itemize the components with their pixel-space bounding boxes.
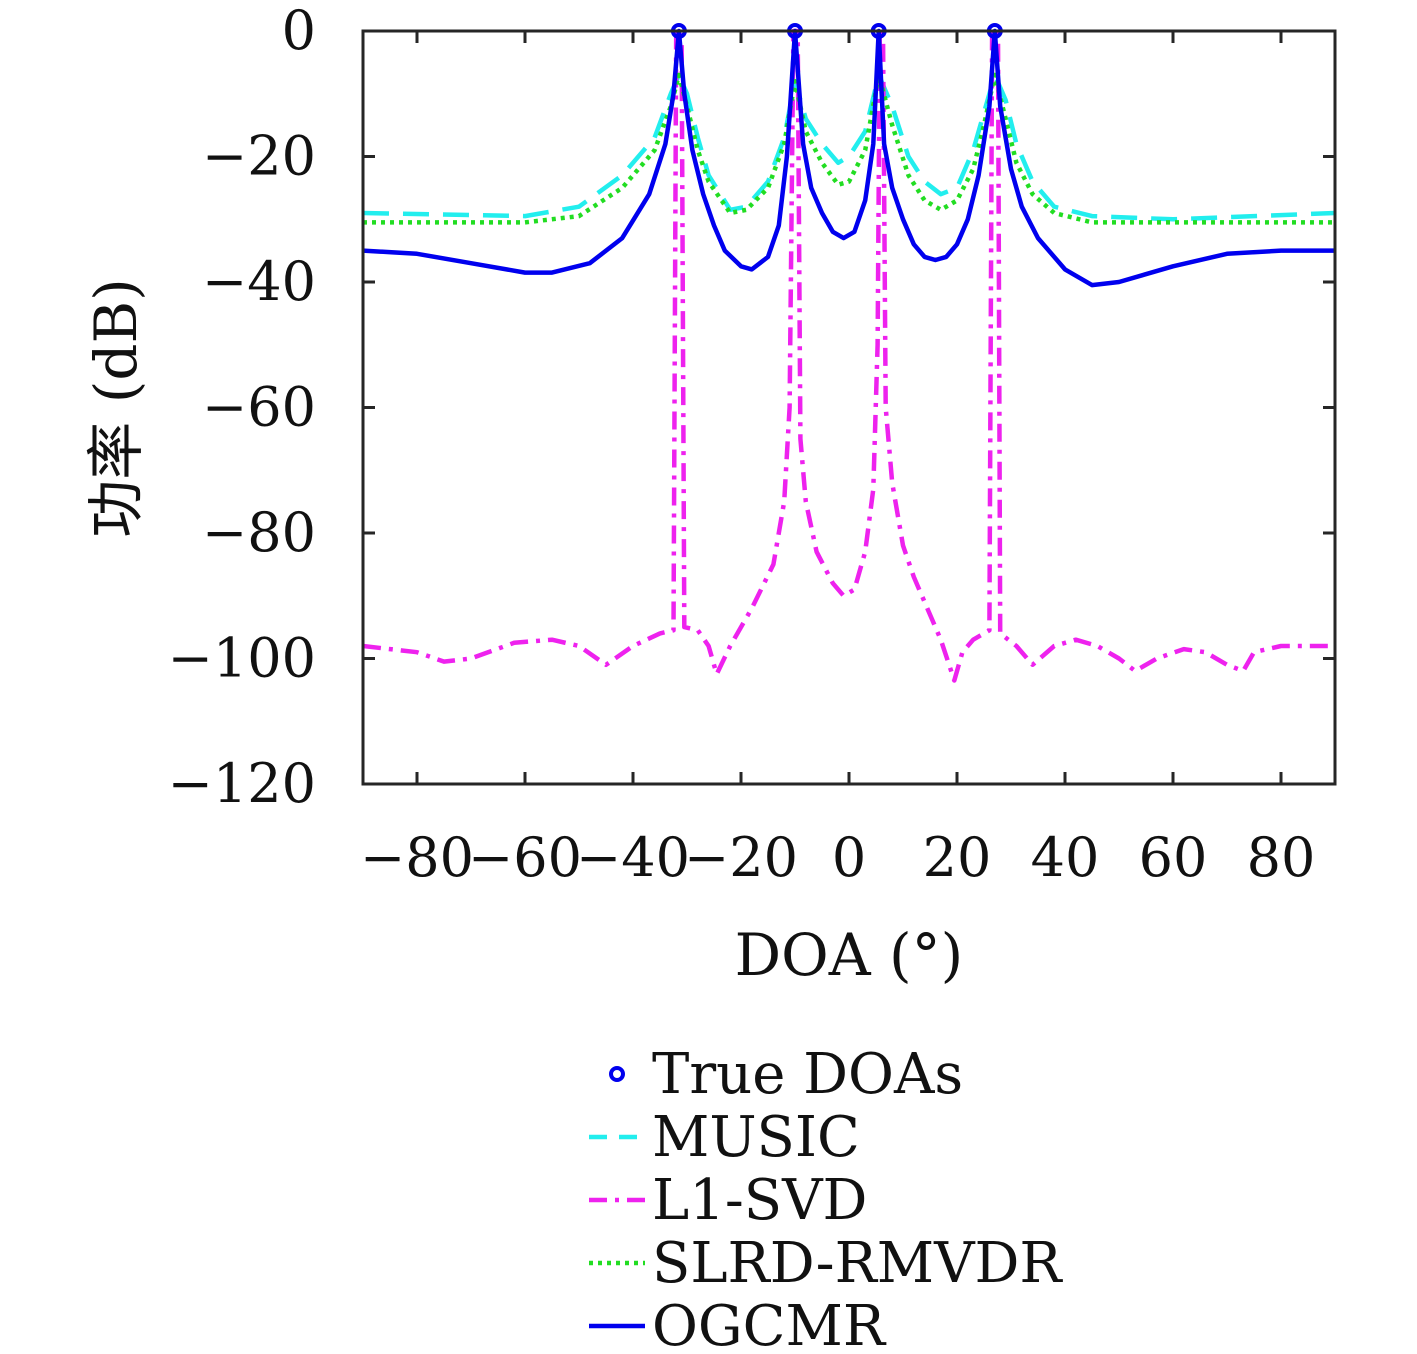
series-line-ogcmr [363,28,1335,288]
legend-entry: OGCMR [589,1294,887,1354]
legend-label: MUSIC [652,1105,860,1170]
legend-entry: SLRD-RMVDR [589,1231,1063,1296]
series-layer [363,28,1335,683]
y-tick-label: −60 [202,376,316,439]
legend-label: OGCMR [652,1294,887,1354]
x-tick-label: −20 [684,826,798,889]
x-tick-label: 40 [1031,826,1100,889]
plot-frame [361,29,1337,786]
legend-label: SLRD-RMVDR [652,1231,1063,1296]
y-tick-label: −40 [202,250,316,313]
legend-entry: MUSIC [589,1105,860,1170]
series-line-l1-svd [363,28,1335,683]
x-axis-title: DOA (°) [735,921,964,989]
y-tick-labels: 0 −20 −40 −60 −80 −100 −120 [168,0,316,815]
y-tick-label: −20 [202,125,316,188]
tick-marks [363,29,1335,786]
y-axis-title: 功率 (dB) [82,278,150,537]
legend-swatch-marker [609,1066,625,1082]
x-tick-label: 80 [1247,826,1316,889]
y-tick-label: −120 [168,752,316,815]
y-tick-label: −80 [202,501,316,564]
y-tick-label: −100 [168,627,316,690]
y-tick-label: 0 [282,0,316,62]
legend-label: L1-SVD [652,1168,867,1233]
legend-entry: L1-SVD [589,1168,867,1233]
series-line-music [363,72,1335,222]
legend-label: True DOAs [652,1042,963,1107]
x-tick-label: −40 [576,826,690,889]
x-tick-label: −80 [360,826,474,889]
x-tick-label: 0 [832,826,866,889]
x-tick-label: 20 [923,826,992,889]
x-tick-labels: −80−60−40−20 0 20 40 60 80 [360,826,1315,889]
x-tick-label: 60 [1139,826,1208,889]
x-tick-label: −60 [468,826,582,889]
series-line-slrd-rmvdr [363,72,1335,225]
legend-entry: True DOAs [609,1042,963,1107]
